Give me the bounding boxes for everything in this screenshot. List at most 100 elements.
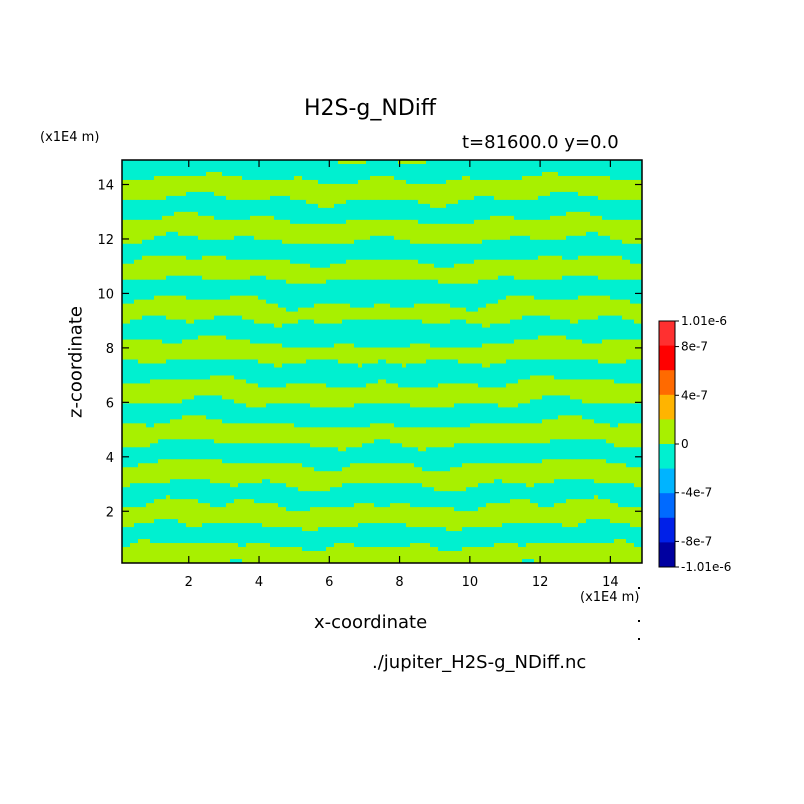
- heatmap-cell: [334, 255, 339, 261]
- heatmap-cell: [526, 171, 531, 177]
- heatmap-cell: [406, 307, 411, 313]
- heatmap-cell: [574, 239, 579, 245]
- heatmap-cell: [602, 167, 607, 173]
- heatmap-cell: [454, 160, 459, 165]
- heatmap-cell: [258, 207, 263, 213]
- heatmap-cell: [606, 303, 611, 309]
- heatmap-cell: [362, 271, 367, 277]
- heatmap-cell: [378, 271, 383, 277]
- heatmap-cell: [282, 299, 287, 305]
- heatmap-cell: [362, 231, 367, 237]
- heatmap-cell: [554, 219, 559, 225]
- heatmap-cell: [462, 227, 467, 233]
- heatmap-cell: [470, 259, 475, 265]
- heatmap-cell: [190, 299, 195, 305]
- heatmap-cell: [170, 267, 175, 273]
- heatmap-cell: [598, 291, 603, 297]
- heatmap-cell: [322, 203, 327, 209]
- heatmap-cell: [434, 199, 439, 205]
- heatmap-cell: [154, 255, 159, 261]
- heatmap-cell: [254, 211, 259, 217]
- heatmap-cell: [166, 235, 171, 241]
- heatmap-cell: [554, 251, 559, 257]
- heatmap-cell: [162, 219, 167, 225]
- heatmap-cell: [474, 287, 479, 293]
- heatmap-cell: [354, 223, 359, 229]
- heatmap-cell: [326, 239, 331, 245]
- heatmap-cell: [482, 167, 487, 173]
- heatmap-cell: [358, 239, 363, 245]
- heatmap-cell: [162, 275, 167, 281]
- heatmap-cell: [386, 275, 391, 281]
- heatmap-cell: [390, 191, 395, 197]
- heatmap-cell: [202, 291, 207, 297]
- heatmap-cell: [274, 191, 279, 197]
- heatmap-cell: [490, 239, 495, 245]
- heatmap-cell: [466, 287, 471, 293]
- heatmap-cell: [158, 295, 163, 301]
- heatmap-cell: [570, 191, 575, 197]
- heatmap-cell: [130, 291, 135, 297]
- heatmap-cell: [326, 307, 331, 313]
- heatmap-cell: [362, 187, 367, 193]
- heatmap-cell: [298, 167, 303, 173]
- heatmap-cell: [286, 199, 291, 205]
- heatmap-cell: [578, 191, 583, 197]
- heatmap-cell: [530, 259, 535, 265]
- heatmap-cell: [434, 187, 439, 193]
- heatmap-cell: [442, 163, 447, 169]
- heatmap-cell: [546, 307, 551, 313]
- heatmap-cell: [446, 255, 451, 261]
- heatmap-cell: [554, 271, 559, 277]
- heatmap-cell: [154, 203, 159, 209]
- heatmap-cell: [382, 267, 387, 273]
- heatmap-cell: [166, 163, 171, 169]
- heatmap-cell: [430, 271, 435, 277]
- heatmap-cell: [582, 235, 587, 241]
- heatmap-cell: [506, 207, 511, 213]
- heatmap-cell: [282, 283, 287, 289]
- heatmap-cell: [358, 211, 363, 217]
- heatmap-cell: [230, 223, 235, 229]
- heatmap-cell: [546, 259, 551, 265]
- heatmap-cell: [470, 275, 475, 281]
- heatmap-cell: [550, 271, 555, 277]
- heatmap-cell: [458, 287, 463, 293]
- heatmap-cell: [134, 187, 139, 193]
- heatmap-cell: [298, 295, 303, 301]
- heatmap-cell: [538, 203, 543, 209]
- heatmap-cell: [158, 311, 163, 317]
- heatmap-cell: [138, 227, 143, 233]
- heatmap-cell: [270, 171, 275, 177]
- heatmap-cell: [406, 283, 411, 289]
- heatmap-cell: [446, 211, 451, 217]
- heatmap-cell: [234, 255, 239, 261]
- heatmap-cell: [622, 295, 627, 301]
- heatmap-cell: [626, 255, 631, 261]
- heatmap-cell: [522, 299, 527, 305]
- heatmap-cell: [622, 235, 627, 241]
- heatmap-cell: [326, 287, 331, 293]
- heatmap-cell: [146, 255, 151, 261]
- heatmap-cell: [626, 171, 631, 177]
- heatmap-cell: [374, 271, 379, 277]
- heatmap-cell: [278, 267, 283, 273]
- heatmap-cell: [142, 195, 147, 201]
- heatmap-cell: [150, 223, 155, 229]
- heatmap-cell: [550, 303, 555, 309]
- heatmap-cell: [610, 247, 615, 253]
- heatmap-cell: [590, 160, 595, 165]
- heatmap-cell: [254, 183, 259, 189]
- heatmap-cell: [238, 255, 243, 261]
- heatmap-cell: [550, 219, 555, 225]
- heatmap-cell: [194, 275, 199, 281]
- heatmap-cell: [298, 311, 303, 317]
- heatmap-cell: [542, 219, 547, 225]
- heatmap-cell: [154, 271, 159, 277]
- heatmap-cell: [410, 291, 415, 297]
- heatmap-cell: [282, 275, 287, 281]
- heatmap-cell: [162, 251, 167, 257]
- heatmap-cell: [210, 235, 215, 241]
- heatmap-cell: [406, 267, 411, 273]
- heatmap-cell: [462, 259, 467, 265]
